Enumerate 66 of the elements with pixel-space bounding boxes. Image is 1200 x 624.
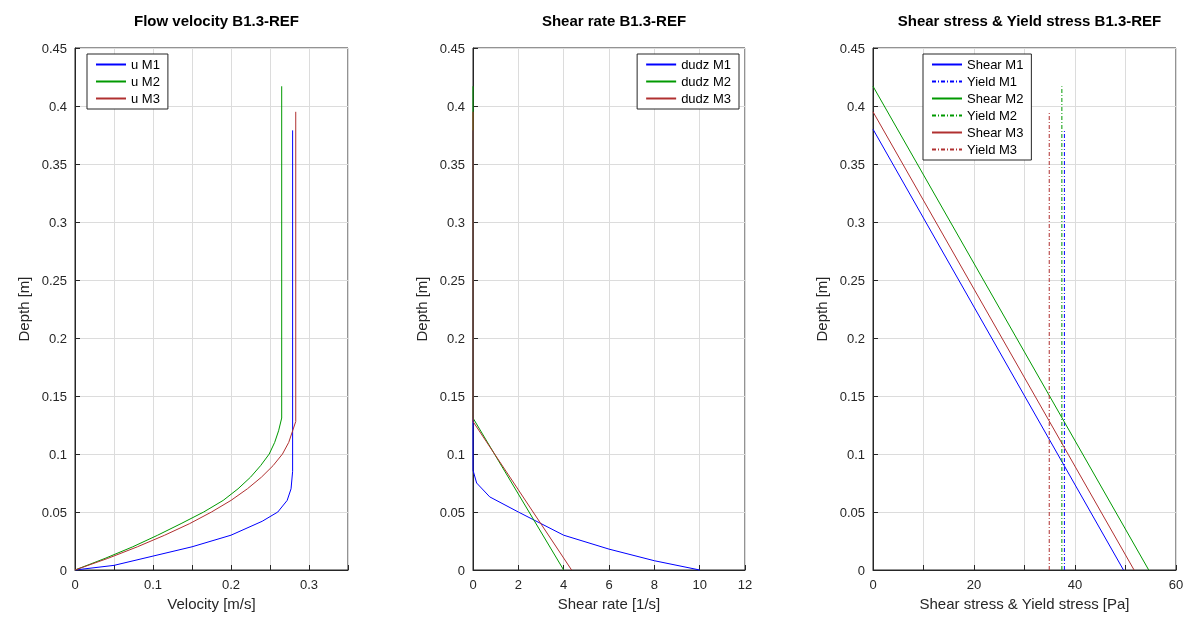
y-tick-label: 0.25: [839, 272, 865, 288]
y-axis-title: Depth [m]: [14, 276, 32, 342]
y-tick-label: 0.1: [48, 446, 67, 462]
y-tick-label: 0: [59, 562, 67, 578]
y-tick-label: 0.4: [846, 98, 865, 114]
legend-label: u M3: [131, 91, 160, 106]
y-axis-title: Depth [m]: [812, 276, 830, 342]
y-tick-label: 0.35: [41, 156, 67, 172]
x-tick-label: 10: [692, 577, 707, 592]
x-tick-label: 0.1: [143, 577, 163, 592]
x-tick-label: 0.3: [299, 577, 319, 592]
x-tick-label: 6: [605, 577, 613, 592]
x-tick-label: 0: [71, 577, 79, 592]
x-tick-label: 0.2: [221, 577, 241, 592]
y-tick-label: 0.05: [41, 504, 67, 520]
chart-title: Shear stress & Yield stress B1.3-REF: [897, 12, 1162, 29]
chart-title: Flow velocity B1.3-REF: [133, 12, 300, 29]
y-tick-label: 0.3: [846, 214, 865, 230]
legend-label: dudz M3: [681, 91, 732, 106]
x-tick-label: 8: [650, 577, 658, 592]
y-tick-label: 0.15: [839, 388, 865, 404]
y-tick-label: 0.45: [41, 40, 67, 56]
legend-label: Yield M2: [967, 108, 1018, 123]
legend-label: Shear M2: [967, 91, 1024, 106]
legend-label: Yield M3: [967, 142, 1018, 157]
y-tick-label: 0.05: [439, 504, 465, 520]
y-tick-label: 0.25: [439, 272, 465, 288]
x-tick-label: 40: [1067, 577, 1083, 592]
y-tick-label: 0.15: [439, 388, 465, 404]
y-tick-label: 0: [457, 562, 465, 578]
legend-label: u M1: [131, 57, 160, 72]
chart-title: Shear rate B1.3-REF: [541, 12, 687, 29]
y-tick-label: 0.2: [48, 330, 67, 346]
x-tick-label: 0: [469, 577, 477, 592]
y-tick-label: 0.1: [846, 446, 865, 462]
legend-label: Shear M1: [967, 57, 1024, 72]
x-tick-label: 20: [966, 577, 982, 592]
y-tick-label: 0.25: [41, 272, 67, 288]
y-tick-label: 0.2: [446, 330, 465, 346]
legend-label: dudz M2: [681, 74, 732, 89]
legend-label: u M2: [131, 74, 160, 89]
y-axis-title: Depth [m]: [412, 276, 430, 342]
y-tick-label: 0.05: [839, 504, 865, 520]
y-tick-label: 0.15: [41, 388, 67, 404]
x-axis-title: Shear stress & Yield stress [Pa]: [919, 595, 1130, 612]
y-tick-label: 0.4: [446, 98, 465, 114]
legend-label: Yield M1: [967, 74, 1018, 89]
x-axis-title: Velocity [m/s]: [167, 595, 256, 612]
y-tick-label: 0.35: [839, 156, 865, 172]
y-tick-label: 0.45: [439, 40, 465, 56]
y-tick-label: 0.3: [446, 214, 465, 230]
x-tick-label: 60: [1168, 577, 1184, 592]
y-tick-label: 0.1: [446, 446, 465, 462]
x-tick-label: 0: [869, 577, 877, 592]
y-tick-label: 0.35: [439, 156, 465, 172]
y-tick-label: 0.2: [846, 330, 865, 346]
x-tick-label: 12: [737, 577, 753, 592]
x-tick-label: 4: [560, 577, 568, 592]
y-tick-label: 0.4: [48, 98, 67, 114]
x-tick-label: 2: [514, 577, 522, 592]
y-tick-label: 0: [857, 562, 865, 578]
y-tick-label: 0.45: [839, 40, 865, 56]
legend-label: Shear M3: [967, 125, 1024, 140]
x-axis-title: Shear rate [1/s]: [557, 595, 661, 612]
y-tick-label: 0.3: [48, 214, 67, 230]
legend-label: dudz M1: [681, 57, 732, 72]
